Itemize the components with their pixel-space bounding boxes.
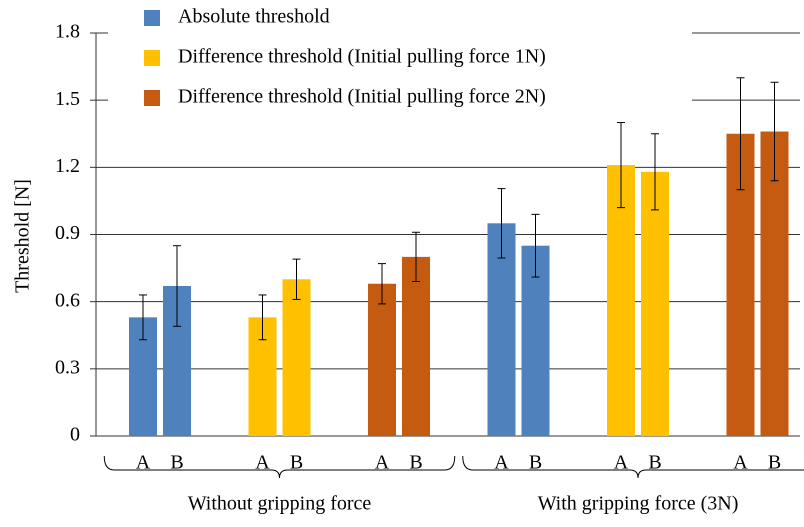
x-tick-label: A <box>375 452 390 474</box>
y-tick-label: 1.8 <box>55 21 80 43</box>
x-tick-label: B <box>409 452 422 474</box>
x-tick-label: A <box>733 452 748 474</box>
y-tick-label: 0.3 <box>55 356 80 378</box>
legend-swatch <box>144 90 160 106</box>
group-brace <box>462 455 804 479</box>
x-tick-label: A <box>614 452 629 474</box>
bar <box>487 223 516 436</box>
x-tick-label: B <box>529 452 542 474</box>
x-tick-label: B <box>290 452 303 474</box>
y-tick-label: 0.9 <box>55 222 80 244</box>
y-tick-label: 1.2 <box>55 155 80 177</box>
bar <box>607 165 635 436</box>
group-brace <box>103 455 456 479</box>
bar <box>402 256 430 436</box>
x-tick-label: A <box>136 452 151 474</box>
bar <box>282 279 311 436</box>
legend-label: Absolute threshold <box>178 6 330 28</box>
group-label: With gripping force (3N) <box>538 493 739 515</box>
bar <box>760 131 789 436</box>
x-tick-label: A <box>255 452 270 474</box>
legend-box <box>108 4 692 116</box>
bar <box>368 283 396 436</box>
y-tick-label: 0.6 <box>55 289 80 311</box>
y-tick-label: 0 <box>70 424 80 446</box>
legend-label: Difference threshold (Initial pulling fo… <box>178 46 546 68</box>
x-tick-label: A <box>494 452 509 474</box>
legend-swatch <box>144 10 160 26</box>
y-axis-label: Threshold [N] <box>12 179 34 293</box>
group-label: Without gripping force <box>188 493 372 515</box>
legend-swatch <box>144 50 160 66</box>
x-tick-label: B <box>170 452 183 474</box>
x-tick-label: B <box>768 452 781 474</box>
bar <box>641 171 669 437</box>
x-tick-label: B <box>648 452 661 474</box>
y-tick-label: 1.5 <box>55 88 80 110</box>
legend-label: Difference threshold (Initial pulling fo… <box>178 86 546 108</box>
